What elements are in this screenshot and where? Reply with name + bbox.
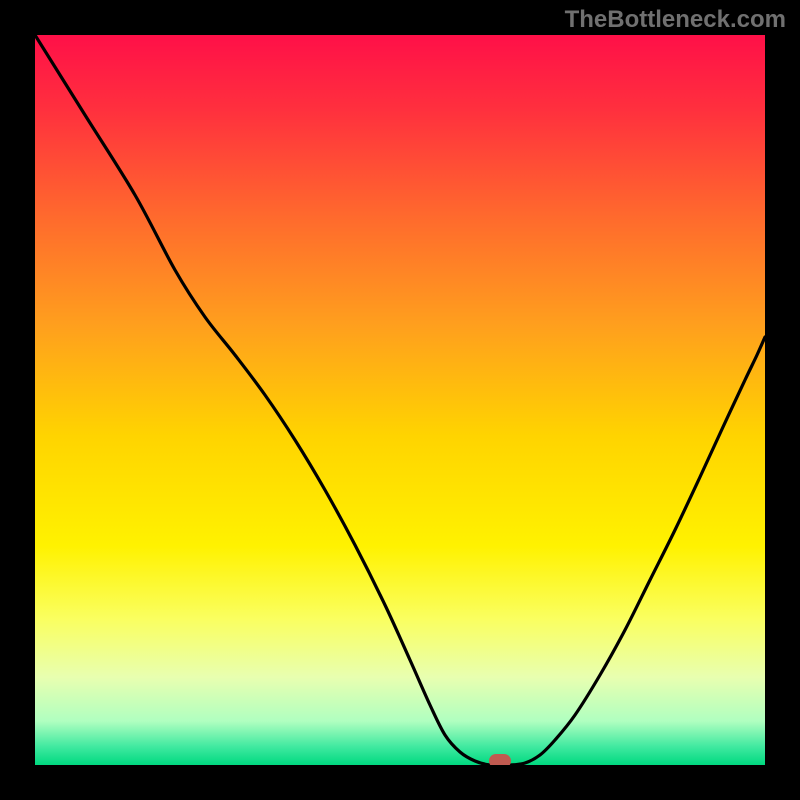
watermark-text: TheBottleneck.com: [565, 6, 786, 34]
optimal-point-marker: [489, 754, 511, 765]
chart-background-gradient: [35, 35, 765, 765]
chart-plot-area: [35, 35, 765, 765]
